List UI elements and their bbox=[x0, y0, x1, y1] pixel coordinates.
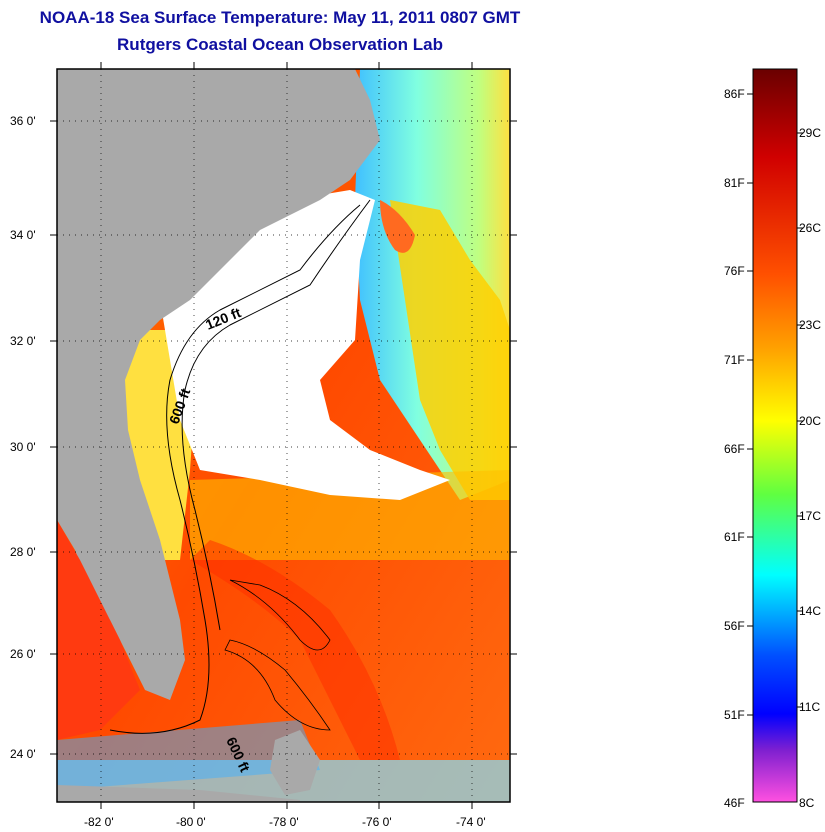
map-subtitle: Rutgers Coastal Ocean Observation Lab bbox=[117, 35, 443, 54]
colorbar-f-label: 51F bbox=[724, 708, 745, 722]
colorbar-c-label: 23C bbox=[799, 318, 822, 332]
colorbar-f-label: 76F bbox=[724, 264, 745, 278]
land-mass bbox=[57, 69, 380, 700]
lon-label: -74 0' bbox=[456, 815, 486, 829]
colorbar-f-label: 81F bbox=[724, 176, 745, 190]
lon-label: -82 0' bbox=[84, 815, 114, 829]
colorbar-f-label: 61F bbox=[724, 530, 745, 544]
map-title: NOAA-18 Sea Surface Temperature: May 11,… bbox=[39, 8, 521, 27]
lat-label: 24 0' bbox=[10, 747, 36, 761]
colorbar-f-label: 56F bbox=[724, 619, 745, 633]
colorbar-f-label: 46F bbox=[724, 796, 745, 810]
colorbar-c-label: 29C bbox=[799, 126, 822, 140]
colorbar-ticks bbox=[747, 93, 803, 716]
colorbar-c-label: 26C bbox=[799, 221, 822, 235]
lon-label: -76 0' bbox=[362, 815, 392, 829]
colorbar bbox=[752, 68, 798, 803]
lat-label: 30 0' bbox=[10, 440, 36, 454]
lat-label: 28 0' bbox=[10, 545, 36, 559]
colorbar-c-label: 17C bbox=[799, 509, 822, 523]
cloud-cover bbox=[160, 190, 450, 500]
colorbar-f-label: 66F bbox=[724, 442, 745, 456]
lat-label: 32 0' bbox=[10, 334, 36, 348]
colorbar-c-label: 11C bbox=[799, 700, 821, 714]
lat-label: 36 0' bbox=[10, 114, 36, 128]
lon-label: -80 0' bbox=[176, 815, 206, 829]
graticule bbox=[57, 69, 510, 802]
colorbar-f-label: 86F bbox=[724, 87, 745, 101]
map-frame bbox=[56, 68, 511, 803]
colorbar-c-label: 20C bbox=[799, 414, 822, 428]
colorbar-f-label: 71F bbox=[724, 353, 745, 367]
lat-label: 26 0' bbox=[10, 647, 36, 661]
lon-label: -78 0' bbox=[269, 815, 299, 829]
lat-label: 34 0' bbox=[10, 228, 36, 242]
colorbar-c-label: 14C bbox=[799, 604, 822, 618]
axis-ticks bbox=[50, 62, 517, 809]
colorbar-c-label: 8C bbox=[799, 796, 815, 810]
